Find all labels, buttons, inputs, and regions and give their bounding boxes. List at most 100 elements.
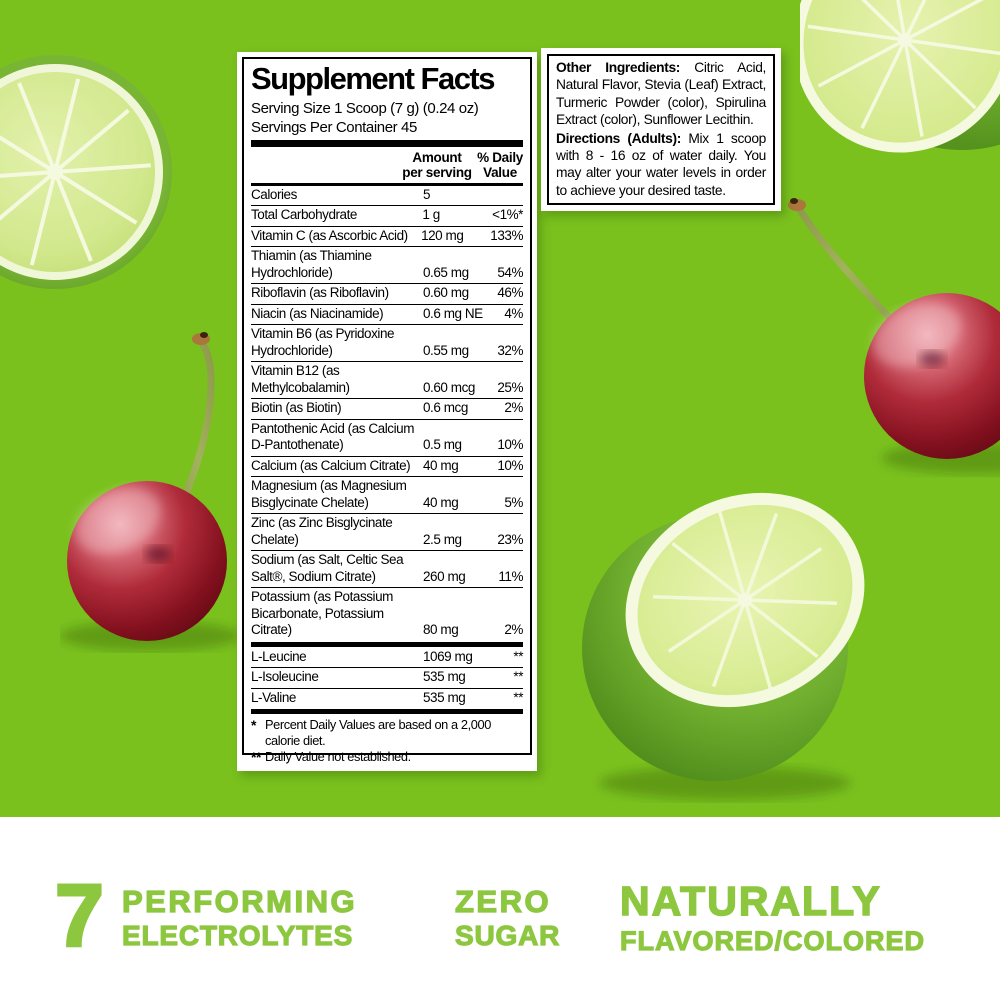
nutrient-name: Calories	[251, 186, 297, 202]
nutrient-amount: 0.65 mg	[423, 264, 469, 280]
nutrient-name: Niacin (as Niacinamide)	[251, 305, 384, 321]
nutrient-amount: 260 mg	[423, 568, 466, 584]
nutrient-amount: 535 mg	[423, 689, 466, 705]
separator-thick	[251, 139, 523, 147]
lime-slice-top-left-image	[0, 55, 172, 289]
claim-naturally-text: NATURALLY	[619, 878, 882, 924]
table-row: Thiamin (as Thiamine Hydrochloride) 0.65 …	[251, 246, 523, 283]
nutrient-daily-value: 2%	[504, 622, 523, 638]
nutrient-daily-value: 25%	[497, 379, 523, 395]
footnote-text: Daily Value not established.	[265, 749, 411, 765]
nutrient-name: Riboflavin (as Riboflavin)	[251, 285, 389, 301]
table-row: Pantothenic Acid (as Calcium D-Pantothen…	[251, 418, 523, 456]
nutrient-daily-value: 2%	[504, 400, 523, 416]
nutrient-daily-value: 11%	[498, 568, 523, 584]
claim-sugar-text: SUGAR	[454, 920, 561, 951]
table-row: Vitamin C (as Ascorbic Acid) 120 mg 133%	[251, 225, 523, 247]
nutrient-daily-value: <1%*	[492, 207, 523, 223]
nutrient-amount: 40 mg	[423, 494, 459, 510]
nutrient-amount: 80 mg	[423, 622, 459, 638]
nutrient-name: Vitamin B12 (as Methylcobalamin)	[251, 363, 350, 395]
nutrient-amount: 1 g	[422, 207, 440, 223]
claim-flavored-colored-text: FLAVORED/COLORED	[619, 926, 925, 956]
nutrient-amount: 535 mg	[423, 669, 466, 685]
nutrient-rows: Calories 5 Total Carbohydrate 1 g <1%* Vitami…	[251, 186, 523, 641]
claim-electrolytes-text: ELECTROLYTES	[121, 920, 354, 951]
nutrient-amount: 0.6 mcg	[423, 400, 468, 416]
nutrient-amount: 5	[423, 186, 431, 202]
nutrient-name: Total Carbohydrate	[251, 207, 357, 223]
nutrient-name: L-Valine	[251, 689, 296, 705]
table-row: Riboflavin (as Riboflavin) 0.60 mg 46%	[251, 283, 523, 304]
nutrient-name: Vitamin B6 (as Pyridoxine Hydrochloride)	[251, 326, 395, 358]
cherry-right-image	[788, 198, 1000, 474]
directions-label: Directions (Adults):	[556, 130, 681, 146]
claim-zero-sugar: ZERO SUGAR	[454, 885, 561, 951]
nutrient-amount: 1069 mg	[423, 648, 473, 664]
column-header-daily-value: % Daily Value	[477, 149, 523, 180]
nutrient-name: Sodium (as Salt, Celtic Sea Salt®, Sodiu…	[251, 552, 404, 584]
nutrient-name: Magnesium (as Magnesium Bisglycinate Che…	[251, 478, 407, 510]
cherry-left-image	[60, 332, 240, 651]
nutrient-amount: 2.5 mg	[423, 531, 462, 547]
nutrient-name: Thiamin (as Thiamine Hydrochloride)	[251, 248, 372, 280]
table-row: L-Isoleucine 535 mg **	[251, 667, 523, 688]
nutrient-amount: 0.6 mg NE	[423, 305, 483, 321]
table-row: Total Carbohydrate 1 g <1%*	[251, 205, 523, 226]
column-headers: Amount per serving % Daily Value	[251, 147, 523, 183]
separator-thick	[251, 709, 523, 715]
nutrient-daily-value: **	[513, 669, 523, 685]
nutrient-name: Potassium (as Potassium Bicarbonate, Pot…	[251, 589, 393, 638]
nutrient-amount: 120 mg	[421, 227, 464, 243]
claim-seven-number: 7	[54, 866, 106, 965]
amino-rows: L-Leucine 1069 mg ** L-Isoleucine 535 mg ** L-…	[251, 648, 523, 709]
claim-performing-electrolytes: PERFORMING ELECTROLYTES	[121, 885, 357, 951]
footnote-mark: **	[251, 749, 262, 766]
directions-paragraph: Directions (Adults): Mix 1 scoop with 8 …	[556, 130, 766, 200]
nutrient-daily-value: 23%	[497, 531, 523, 547]
nutrient-daily-value: **	[513, 648, 523, 664]
table-row: Magnesium (as Magnesium Bisglycinate Che…	[251, 476, 523, 513]
separator-medium	[251, 182, 523, 186]
supplement-facts-panel: Supplement Facts Serving Size 1 Scoop (7…	[237, 52, 537, 771]
directions-text: Mix 1 scoop with 8 - 16 oz of water dail…	[556, 130, 766, 198]
lime-half-bottom-image	[582, 492, 865, 800]
nutrient-amount: 40 mg	[423, 457, 459, 473]
nutrient-daily-value: 10%	[497, 437, 523, 453]
nutrient-daily-value: 46%	[497, 285, 523, 301]
bottom-claims-band	[0, 817, 1000, 1000]
nutrient-daily-value: 133%	[490, 227, 523, 243]
other-ingredients-label: Other Ingredients:	[556, 60, 681, 75]
lime-half-top-right-image	[800, 0, 1000, 153]
other-ingredients-text: Citric Acid, Natural Flavor, Stevia (Lea…	[556, 60, 766, 128]
nutrient-amount: 0.60 mg	[423, 285, 469, 301]
nutrient-name: Pantothenic Acid (as Calcium D-Pantothen…	[251, 420, 414, 453]
supplement-facts-border: Supplement Facts Serving Size 1 Scoop (7…	[242, 57, 532, 765]
footnote-text: Percent Daily Values are based on a 2,00…	[265, 717, 491, 749]
nutrient-daily-value: 5%	[504, 494, 523, 510]
footnotes: * Percent Daily Values are based on a 2,0…	[251, 715, 523, 765]
nutrient-daily-value: 32%	[497, 342, 523, 358]
separator-thick	[251, 641, 523, 647]
footnote-line: * Percent Daily Values are based on a 2,0…	[251, 717, 523, 749]
servings-per-container-text: Servings Per Container 45	[251, 118, 417, 136]
nutrient-amount: 0.55 mg	[423, 342, 469, 358]
nutrient-amount: 0.5 mg	[423, 437, 462, 453]
table-row: Potassium (as Potassium Bicarbonate, Pot…	[251, 587, 523, 641]
nutrient-daily-value: **	[513, 689, 523, 705]
nutrient-name: Zinc (as Zinc Bisglycinate Chelate)	[251, 515, 393, 547]
table-row: L-Valine 535 mg **	[251, 687, 523, 709]
other-ingredients-paragraph: Other Ingredients: Citric Acid, Natural …	[556, 59, 766, 129]
table-row: Calcium (as Calcium Citrate) 40 mg 10%	[251, 455, 523, 477]
nutrient-name: L-Isoleucine	[251, 669, 319, 685]
nutrient-amount: 0.60 mcg	[423, 379, 475, 395]
footnote-line: ** Daily Value not established.	[251, 749, 523, 765]
nutrient-name: Calcium (as Calcium Citrate)	[251, 457, 411, 473]
footnote-mark: *	[251, 717, 257, 734]
serving-size-text: Serving Size 1 Scoop (7 g) (0.24 oz)	[251, 99, 479, 117]
table-row: Sodium (as Salt, Celtic Sea Salt®, Sodiu…	[251, 550, 523, 587]
table-row: Biotin (as Biotin) 0.6 mcg 2%	[251, 398, 523, 419]
table-row: Calories 5	[251, 186, 523, 206]
nutrient-daily-value: 10%	[497, 457, 523, 473]
